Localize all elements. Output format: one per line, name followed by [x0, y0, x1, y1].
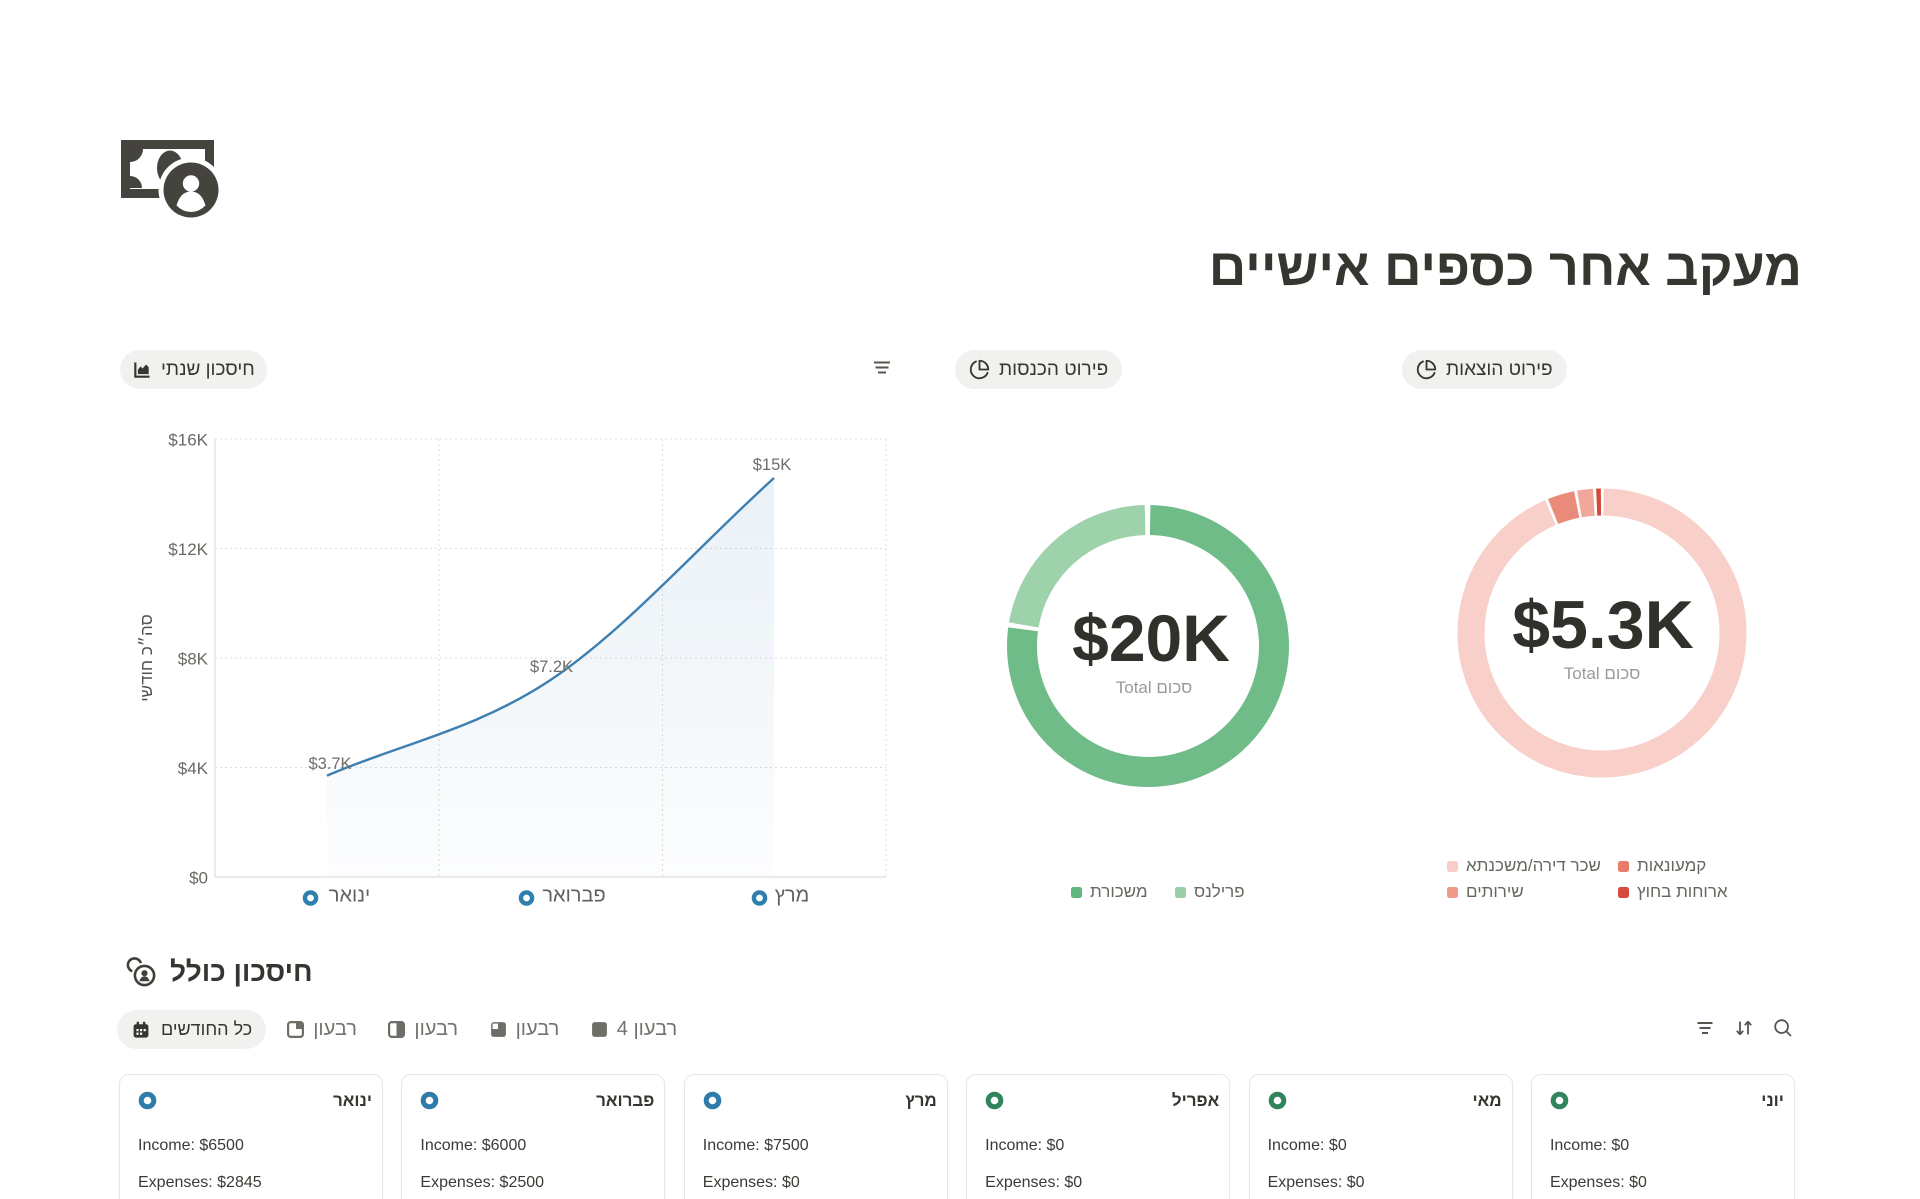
svg-text:סה״כ חודשי: סה״כ חודשי: [137, 614, 156, 702]
svg-text:מרץ: מרץ: [775, 885, 810, 907]
svg-text:$16K: $16K: [168, 431, 208, 450]
svg-text:ינואר: ינואר: [329, 885, 370, 907]
svg-text:$4K: $4K: [178, 759, 209, 778]
svg-text:$8K: $8K: [178, 650, 209, 669]
svg-text:$7.2K: $7.2K: [530, 658, 573, 676]
svg-text:$0: $0: [189, 869, 208, 888]
svg-text:פברואר: פברואר: [542, 885, 605, 907]
svg-text:$3.7K: $3.7K: [308, 755, 351, 773]
svg-text:$15K: $15K: [753, 456, 792, 474]
svg-text:$12K: $12K: [168, 540, 208, 559]
